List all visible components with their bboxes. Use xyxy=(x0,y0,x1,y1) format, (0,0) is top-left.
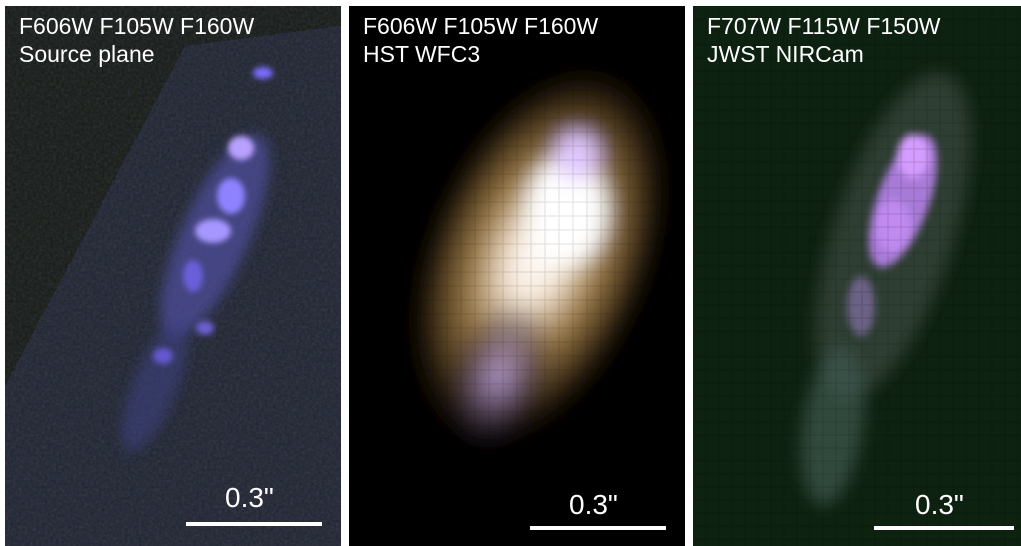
scalebar-line xyxy=(530,526,666,530)
panel-subtitle: JWST NIRCam xyxy=(707,41,864,67)
panel-label: F606W F105W F160W Source plane xyxy=(19,12,254,68)
scalebar-line xyxy=(874,526,1014,530)
scalebar-line xyxy=(186,522,322,526)
panel-label: F606W F105W F160W HST WFC3 xyxy=(363,12,598,68)
scalebar-label: 0.3" xyxy=(225,482,274,513)
filter-label: F606W F105W F160W xyxy=(19,13,255,39)
hst-wfc3-image xyxy=(349,6,685,546)
panel-subtitle: HST WFC3 xyxy=(363,41,481,67)
scalebar-label: 0.3" xyxy=(915,489,964,520)
scalebar-label: 0.3" xyxy=(569,489,618,520)
source-plane-image xyxy=(5,6,341,546)
panel-subtitle: Source plane xyxy=(19,41,155,67)
jwst-nircam-image xyxy=(693,6,1021,546)
jwst-nircam-panel: F707W F115W F150W JWST NIRCam 0.3" xyxy=(693,6,1021,546)
filter-label: F707W F115W F150W xyxy=(707,13,941,39)
source-plane-panel: F606W F105W F160W Source plane 0.3" xyxy=(5,6,341,546)
hst-wfc3-panel: F606W F105W F160W HST WFC3 0.3" xyxy=(349,6,685,546)
panel-label: F707W F115W F150W JWST NIRCam xyxy=(707,12,940,68)
filter-label: F606W F105W F160W xyxy=(363,13,599,39)
